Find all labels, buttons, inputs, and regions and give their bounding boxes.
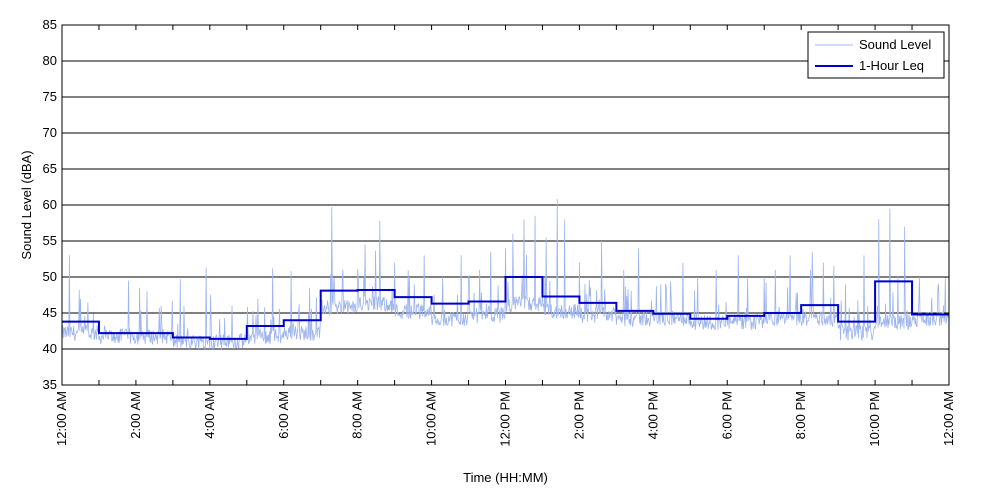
- y-tick-label: 45: [43, 305, 57, 320]
- grid-lines: [62, 60, 949, 350]
- y-tick-label: 60: [43, 197, 57, 212]
- x-tick-label: 10:00 AM: [424, 391, 439, 446]
- x-tick-label: 2:00 AM: [128, 391, 143, 439]
- legend-label-sound-level: Sound Level: [859, 37, 931, 52]
- legend-label-leq: 1-Hour Leq: [859, 58, 924, 73]
- x-tick-label: 6:00 AM: [276, 391, 291, 439]
- x-axis: 12:00 AM 2:00 AM 4:00 AM 6:00 AM 8:00 AM 10:0…: [54, 25, 956, 447]
- x-tick-label: 4:00 PM: [645, 391, 660, 439]
- y-tick-label: 80: [43, 53, 57, 68]
- x-axis-title: Time (HH:MM): [463, 470, 548, 485]
- x-tick-label: 10:00 PM: [867, 391, 882, 447]
- x-tick-label: 6:00 PM: [719, 391, 734, 439]
- x-tick-label: 12:00 AM: [941, 391, 956, 446]
- y-tick-label: 35: [43, 377, 57, 392]
- x-tick-label: 12:00 AM: [54, 391, 69, 446]
- legend-box: [807, 31, 945, 79]
- y-axis-title: Sound Level (dBA): [19, 150, 34, 259]
- x-tick-label: 12:00 PM: [498, 391, 513, 447]
- y-tick-label: 65: [43, 161, 57, 176]
- y-tick-label: 85: [43, 17, 57, 32]
- y-tick-label: 50: [43, 269, 57, 284]
- sound-level-line: [61, 199, 950, 350]
- y-tick-label: 70: [43, 125, 57, 140]
- x-tick-label: 4:00 AM: [202, 391, 217, 439]
- x-tick-label: 2:00 PM: [571, 391, 586, 439]
- y-axis: 35 40 45 50 55 60 65 70 75 80 85: [43, 17, 949, 392]
- x-tick-label: 8:00 PM: [793, 391, 808, 439]
- y-tick-label: 40: [43, 341, 57, 356]
- leq-series: [62, 276, 949, 340]
- leq-step-line: [62, 276, 949, 340]
- y-tick-label: 75: [43, 89, 57, 104]
- y-tick-label: 55: [43, 233, 57, 248]
- legend: Sound Level 1-Hour Leq: [807, 31, 945, 79]
- x-tick-label: 8:00 AM: [350, 391, 365, 439]
- sound-level-series: [61, 199, 950, 350]
